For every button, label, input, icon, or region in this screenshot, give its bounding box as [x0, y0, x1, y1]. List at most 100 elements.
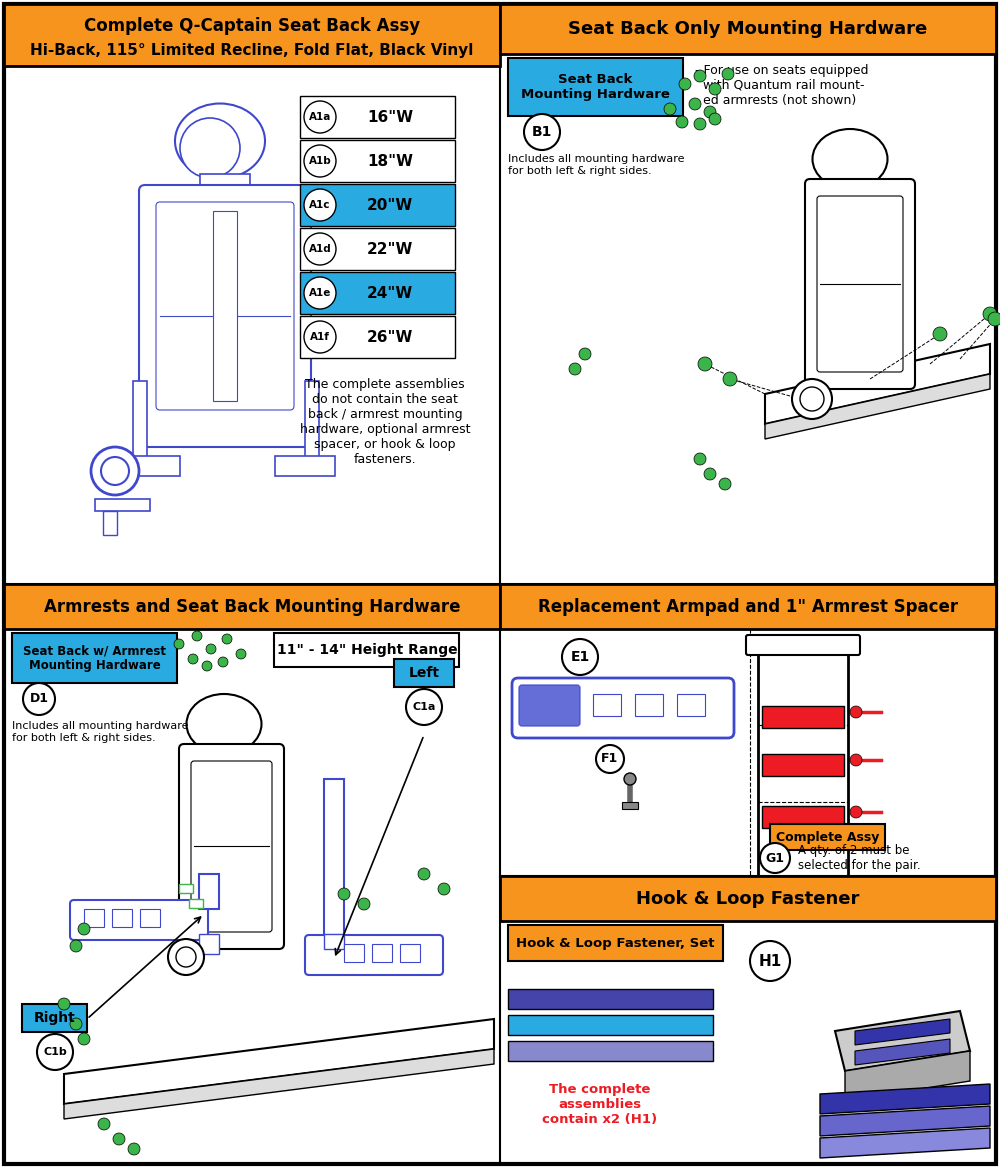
Bar: [12, 633, 177, 683]
Bar: [179, 884, 193, 894]
Circle shape: [664, 103, 676, 114]
Bar: [770, 823, 885, 850]
Circle shape: [709, 83, 721, 95]
Circle shape: [70, 940, 82, 952]
Text: 22"W: 22"W: [367, 242, 413, 257]
Polygon shape: [765, 345, 990, 424]
Circle shape: [206, 644, 216, 654]
Circle shape: [624, 773, 636, 785]
Text: A1a: A1a: [309, 112, 331, 121]
Circle shape: [176, 947, 196, 967]
Circle shape: [113, 1133, 125, 1145]
Text: B1: B1: [532, 125, 552, 139]
Circle shape: [988, 312, 1000, 326]
Circle shape: [236, 649, 246, 659]
Text: Right: Right: [34, 1011, 76, 1026]
Circle shape: [569, 363, 581, 375]
Bar: [140, 909, 160, 927]
Bar: [300, 140, 455, 182]
Bar: [762, 705, 844, 728]
Circle shape: [304, 100, 336, 133]
Circle shape: [222, 634, 232, 644]
Text: Includes all mounting hardware
for both left & right sides.: Includes all mounting hardware for both …: [508, 154, 684, 175]
Circle shape: [850, 705, 862, 718]
Text: 24"W: 24"W: [367, 285, 413, 300]
Circle shape: [800, 387, 824, 411]
Bar: [300, 272, 455, 314]
Text: 20"W: 20"W: [367, 197, 413, 213]
Text: Seat Back w/ Armrest
Mounting Hardware: Seat Back w/ Armrest Mounting Hardware: [23, 644, 166, 672]
Circle shape: [37, 1034, 73, 1070]
Bar: [593, 694, 621, 716]
Ellipse shape: [186, 694, 262, 755]
Bar: [95, 499, 150, 512]
Bar: [103, 512, 117, 535]
Circle shape: [91, 447, 139, 495]
Text: 26"W: 26"W: [367, 329, 413, 345]
Bar: [762, 755, 844, 776]
Bar: [324, 934, 344, 948]
Text: Armrests and Seat Back Mounting Hardware: Armrests and Seat Back Mounting Hardware: [44, 598, 460, 616]
Circle shape: [78, 1033, 90, 1045]
Bar: [508, 1041, 713, 1061]
Bar: [199, 874, 219, 909]
Bar: [120, 456, 180, 477]
Bar: [112, 909, 132, 927]
Circle shape: [562, 639, 598, 675]
Circle shape: [524, 114, 560, 150]
Bar: [300, 228, 455, 270]
FancyBboxPatch shape: [519, 684, 580, 726]
Circle shape: [704, 468, 716, 480]
Ellipse shape: [812, 128, 888, 189]
FancyBboxPatch shape: [191, 762, 272, 932]
Text: A1e: A1e: [309, 288, 331, 298]
Bar: [84, 909, 104, 927]
Bar: [300, 317, 455, 359]
Circle shape: [70, 1018, 82, 1030]
Bar: [508, 58, 683, 116]
Circle shape: [304, 145, 336, 178]
Bar: [400, 944, 420, 962]
Bar: [133, 381, 147, 461]
Polygon shape: [820, 1128, 990, 1157]
FancyBboxPatch shape: [179, 744, 284, 948]
Polygon shape: [845, 1051, 970, 1101]
FancyBboxPatch shape: [70, 901, 208, 940]
Circle shape: [750, 941, 790, 981]
Bar: [508, 989, 713, 1009]
Text: 18"W: 18"W: [367, 153, 413, 168]
Bar: [394, 659, 454, 687]
Circle shape: [406, 689, 442, 725]
Bar: [4, 584, 500, 630]
Circle shape: [174, 639, 184, 649]
Text: 16"W: 16"W: [367, 110, 413, 125]
Bar: [300, 185, 455, 225]
Bar: [372, 944, 392, 962]
Circle shape: [579, 348, 591, 360]
Circle shape: [78, 923, 90, 936]
Bar: [274, 633, 459, 667]
Circle shape: [679, 78, 691, 90]
Bar: [200, 174, 250, 196]
Text: Hi-Back, 115° Limited Recline, Fold Flat, Black Vinyl: Hi-Back, 115° Limited Recline, Fold Flat…: [30, 42, 474, 57]
Bar: [275, 456, 335, 477]
Circle shape: [694, 453, 706, 465]
Circle shape: [698, 357, 712, 371]
Bar: [677, 694, 705, 716]
Text: Includes all mounting hardware
for both left & right sides.: Includes all mounting hardware for both …: [12, 721, 188, 743]
Bar: [4, 4, 500, 67]
Circle shape: [689, 98, 701, 110]
Text: A1f: A1f: [310, 332, 330, 342]
Circle shape: [304, 321, 336, 353]
Circle shape: [676, 116, 688, 128]
FancyBboxPatch shape: [156, 202, 294, 410]
Circle shape: [438, 883, 450, 895]
Circle shape: [128, 1143, 140, 1155]
Bar: [300, 96, 455, 138]
Polygon shape: [855, 1040, 950, 1065]
Circle shape: [304, 277, 336, 310]
Text: 11" - 14" Height Range: 11" - 14" Height Range: [277, 644, 457, 656]
Circle shape: [358, 898, 370, 910]
Ellipse shape: [180, 118, 240, 178]
Text: G1: G1: [766, 851, 784, 864]
